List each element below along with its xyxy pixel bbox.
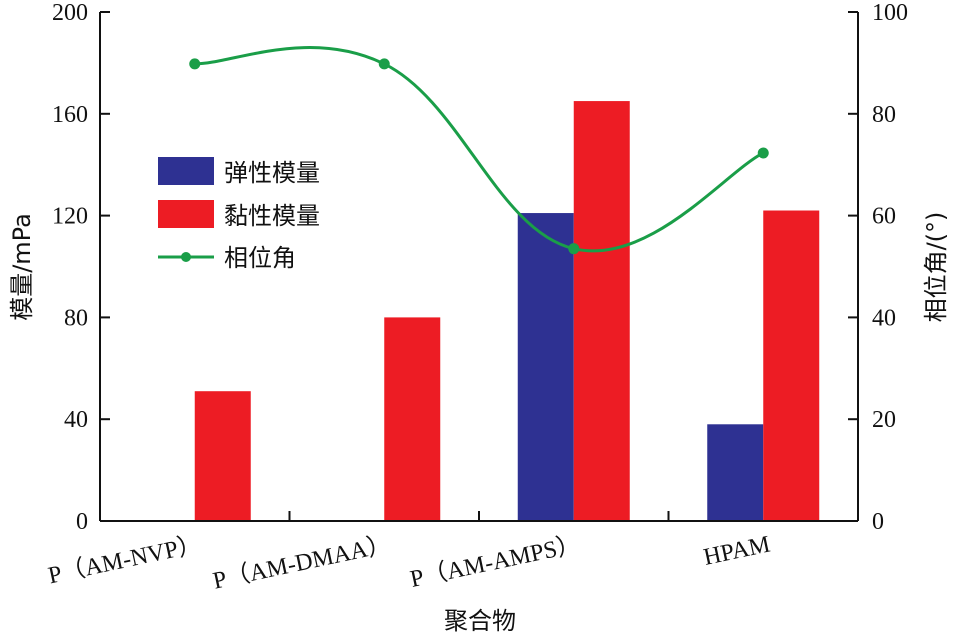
bar-elastic-3	[707, 424, 764, 521]
bar-viscous-2	[573, 101, 630, 521]
phase-angle-point-3	[757, 147, 769, 159]
phase-angle-line	[194, 45, 764, 253]
y-right-tick-label-2: 40	[872, 305, 896, 331]
y-right-tick-label-3: 60	[872, 204, 896, 230]
legend-swatch-elastic	[158, 157, 214, 185]
y-left-tick-label-2: 80	[64, 305, 88, 331]
legend-label-phase: 相位角	[224, 244, 296, 272]
y-left-tick-label-3: 120	[52, 204, 88, 230]
x-tick-label-3: HPAM	[701, 531, 772, 570]
y-right-tick-label-4: 80	[872, 102, 896, 128]
phase-angle-point-1	[378, 58, 390, 70]
legend-label-elastic: 弹性模量	[224, 159, 320, 187]
bar-viscous-0	[194, 391, 251, 521]
y-right-tick-label-1: 20	[872, 407, 896, 433]
bar-viscous-1	[384, 317, 441, 521]
y-left-tick-label-1: 40	[64, 407, 88, 433]
y-left-tick-label-4: 160	[52, 102, 88, 128]
x-tick-label-0: P（AM-NVP）	[46, 531, 204, 589]
y-left-tick-label-5: 200	[52, 0, 88, 26]
y-axis-right-label: 相位角/(°)	[922, 212, 950, 323]
y-axis-left-label: 模量/mPa	[8, 213, 36, 321]
legend-label-viscous: 黏性模量	[224, 202, 320, 230]
legend-marker-phase	[181, 252, 191, 262]
bar-elastic-2	[517, 213, 574, 521]
bar-viscous-3	[763, 210, 820, 521]
y-right-tick-label-0: 0	[872, 509, 884, 535]
legend-swatch-viscous	[158, 200, 214, 228]
y-left-tick-label-0: 0	[76, 509, 88, 535]
x-tick-label-2: P（AM-AMPS）	[408, 531, 583, 592]
x-tick-label-1: P（AM-DMAA）	[211, 531, 394, 594]
x-axis-label: 聚合物	[444, 607, 516, 635]
phase-angle-point-2	[568, 243, 580, 255]
y-right-tick-label-5: 100	[872, 0, 908, 26]
phase-angle-point-0	[189, 58, 201, 70]
legend: 弹性模量 黏性模量 相位角	[158, 157, 320, 272]
